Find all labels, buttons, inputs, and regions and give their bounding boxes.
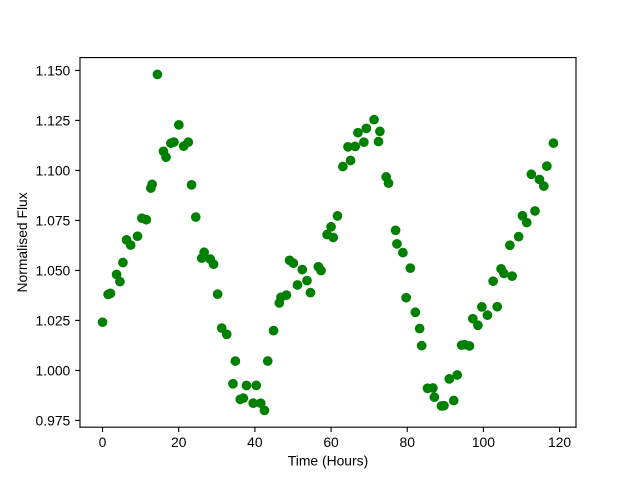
svg-text:0.975: 0.975 xyxy=(36,412,71,428)
svg-text:1.050: 1.050 xyxy=(36,262,71,278)
svg-text:Time (Hours): Time (Hours) xyxy=(288,452,368,468)
svg-text:1.075: 1.075 xyxy=(36,212,71,228)
svg-text:60: 60 xyxy=(323,434,339,450)
svg-text:120: 120 xyxy=(548,434,571,450)
svg-text:1.100: 1.100 xyxy=(36,162,71,178)
svg-text:0: 0 xyxy=(99,434,107,450)
svg-text:1.025: 1.025 xyxy=(36,312,71,328)
svg-text:1.125: 1.125 xyxy=(36,112,71,128)
svg-text:100: 100 xyxy=(472,434,495,450)
svg-text:1.150: 1.150 xyxy=(36,62,71,78)
svg-text:80: 80 xyxy=(400,434,416,450)
svg-text:20: 20 xyxy=(171,434,187,450)
svg-text:Normalised Flux: Normalised Flux xyxy=(14,192,30,292)
svg-text:1.000: 1.000 xyxy=(36,362,71,378)
svg-text:40: 40 xyxy=(247,434,263,450)
